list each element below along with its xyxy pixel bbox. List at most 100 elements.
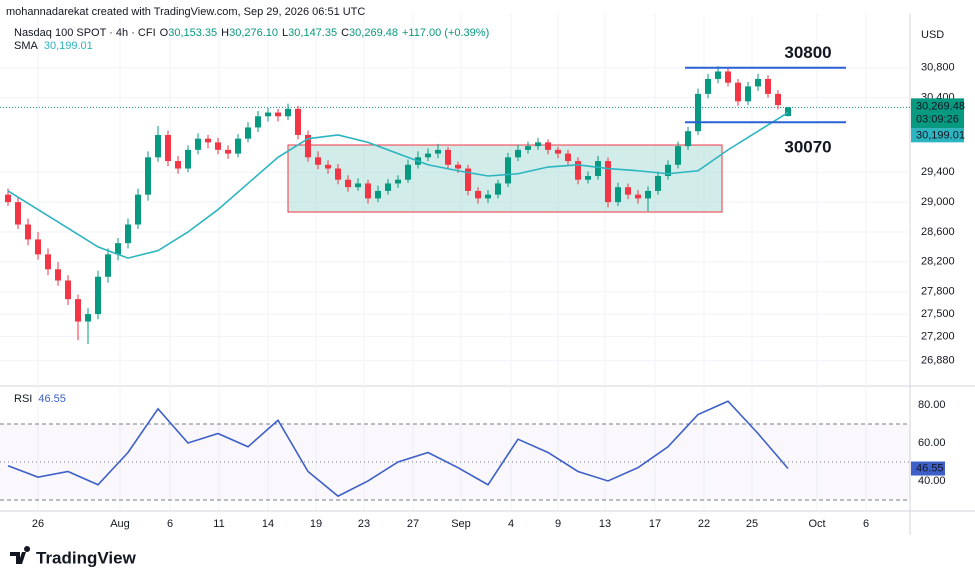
candle-body bbox=[425, 153, 431, 158]
candle-body bbox=[475, 190, 481, 199]
candle-body bbox=[485, 194, 491, 199]
candle-body bbox=[225, 149, 231, 154]
y-tick-label: 29,400 bbox=[921, 166, 955, 178]
candle-body bbox=[735, 82, 741, 102]
candle-body bbox=[775, 93, 781, 106]
candle-body bbox=[355, 183, 361, 188]
candle-body bbox=[395, 179, 401, 184]
rsi-line bbox=[7, 400, 789, 498]
candle-body bbox=[505, 157, 511, 184]
rsi-legend: RSI 46.55 bbox=[14, 393, 66, 405]
candle-body bbox=[575, 161, 581, 180]
high-value: 30,276.10 bbox=[229, 27, 278, 39]
x-tick-label: 23 bbox=[358, 518, 370, 530]
y-tick-label: 26,880 bbox=[921, 354, 955, 366]
candle-body bbox=[345, 179, 351, 188]
candle-body bbox=[85, 314, 91, 322]
candle-body bbox=[705, 78, 711, 94]
candle-body bbox=[305, 134, 311, 158]
candle-body bbox=[75, 299, 81, 322]
rsi-label: RSI bbox=[14, 393, 32, 405]
last-price-label: 30,269.48 bbox=[916, 100, 965, 112]
rsi-tag-label: 46.55 bbox=[916, 462, 944, 474]
candle-body bbox=[245, 127, 251, 139]
candle-body bbox=[125, 224, 131, 244]
candle-body bbox=[325, 164, 331, 169]
candle-body bbox=[155, 134, 161, 158]
high-label: H bbox=[221, 27, 229, 39]
candle-body bbox=[185, 149, 191, 169]
sma-label: SMA bbox=[14, 40, 39, 52]
rsi-value: 46.55 bbox=[38, 393, 66, 405]
y-tick-label: 28,200 bbox=[921, 256, 955, 268]
x-tick-label: Sep bbox=[451, 518, 471, 530]
level-label: 30800 bbox=[784, 43, 831, 62]
x-tick-label: 9 bbox=[555, 518, 561, 530]
x-tick-label: Oct bbox=[808, 518, 825, 530]
candle-body bbox=[695, 93, 701, 132]
rsi-tick-label: 40.00 bbox=[918, 475, 946, 487]
candle-body bbox=[645, 190, 651, 199]
candle-body bbox=[45, 254, 51, 270]
candle-body bbox=[165, 134, 171, 162]
candle-body bbox=[565, 153, 571, 162]
candle-body bbox=[625, 187, 631, 195]
candle-body bbox=[65, 280, 71, 300]
y-tick-label: 27,800 bbox=[921, 286, 955, 298]
candle-body bbox=[765, 78, 771, 94]
logo: TradingView bbox=[10, 546, 137, 567]
candle-body bbox=[255, 116, 261, 128]
y-tick-label: 27,200 bbox=[921, 330, 955, 342]
candle-body bbox=[195, 138, 201, 150]
candle-body bbox=[545, 142, 551, 150]
rsi-tick-label: 60.00 bbox=[918, 437, 946, 449]
candle-body bbox=[375, 190, 381, 199]
candle-body bbox=[265, 112, 271, 117]
candle-body bbox=[235, 138, 241, 154]
x-tick-label: 26 bbox=[32, 518, 44, 530]
x-tick-label: 17 bbox=[649, 518, 661, 530]
candle-body bbox=[435, 149, 441, 154]
candle-body bbox=[655, 175, 661, 191]
candle-body bbox=[295, 108, 301, 135]
candle-body bbox=[95, 276, 101, 315]
last-price-tag bbox=[911, 98, 964, 129]
candle-body bbox=[605, 161, 611, 203]
candle-body bbox=[105, 254, 111, 277]
candle-body bbox=[525, 146, 531, 150]
change: +117.00 (+0.39%) bbox=[402, 27, 489, 39]
symbol: Nasdaq 100 SPOT · 4h · CFI bbox=[14, 27, 156, 39]
candle-body bbox=[275, 112, 281, 117]
x-tick-label: 6 bbox=[167, 518, 173, 530]
sma-value: 30,199.01 bbox=[44, 40, 93, 52]
y-tick-label: 29,000 bbox=[921, 196, 955, 208]
candle-body bbox=[205, 138, 211, 143]
candle-body bbox=[215, 142, 221, 150]
sma-tag bbox=[911, 128, 964, 143]
candle-body bbox=[615, 187, 621, 203]
candle-body bbox=[15, 202, 21, 225]
x-tick-label: 11 bbox=[213, 518, 224, 530]
candle-body bbox=[145, 157, 151, 195]
candle-body bbox=[175, 161, 181, 169]
y-tick-label: 28,600 bbox=[921, 226, 955, 238]
level-label: 30070 bbox=[784, 138, 831, 157]
candle-body bbox=[685, 131, 691, 147]
y-tick-label: 27,500 bbox=[921, 308, 955, 320]
candle-body bbox=[465, 168, 471, 191]
x-tick-label: Aug bbox=[110, 518, 130, 530]
candle-body bbox=[115, 243, 121, 255]
candle-body bbox=[665, 164, 671, 176]
open-label: O bbox=[160, 27, 169, 39]
candle-body bbox=[335, 168, 341, 180]
candle-body bbox=[585, 175, 591, 180]
candle-body bbox=[55, 269, 61, 281]
low-label: L bbox=[282, 27, 288, 39]
candle-body bbox=[715, 71, 721, 79]
candle-body bbox=[445, 149, 451, 165]
candle-body bbox=[675, 146, 681, 165]
rsi-band bbox=[0, 424, 910, 500]
y-tick-label: 30,800 bbox=[921, 62, 955, 74]
open-value: 30,153.35 bbox=[168, 27, 217, 39]
